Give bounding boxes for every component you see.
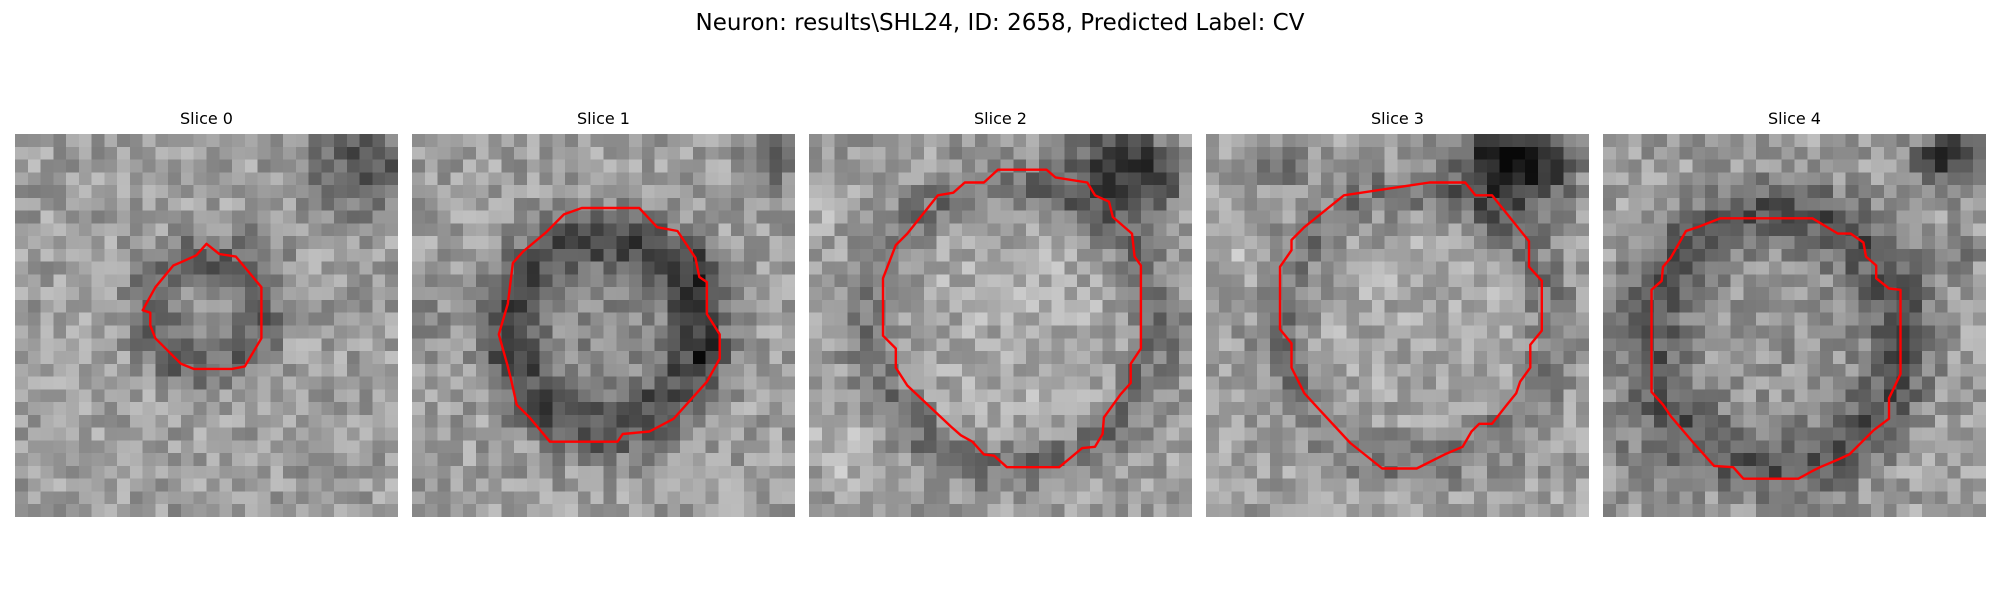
- figure-title: Neuron: results\SHL24, ID: 2658, Predict…: [695, 10, 1305, 36]
- slice-image: [1603, 134, 1986, 517]
- micrograph-pixels: [1206, 134, 1589, 517]
- slice-image: [1206, 134, 1589, 517]
- slice-panel-2: Slice 2: [809, 108, 1192, 524]
- slice-title: Slice 1: [577, 109, 630, 128]
- slice-panel-0: Slice 0: [15, 108, 398, 524]
- segmentation-contour: [141, 242, 263, 371]
- slice-title: Slice 0: [180, 109, 233, 128]
- micrograph-pixels: [1603, 134, 1986, 517]
- segmentation-contour: [1278, 181, 1543, 470]
- slice-image: [809, 134, 1192, 517]
- slice-title: Slice 3: [1371, 109, 1424, 128]
- segmentation-contour: [497, 206, 721, 443]
- slice-title: Slice 2: [974, 109, 1027, 128]
- segmentation-contour: [881, 168, 1143, 469]
- slice-panel-3: Slice 3: [1206, 108, 1589, 524]
- slice-image: [15, 134, 398, 517]
- micrograph-pixels: [412, 134, 795, 517]
- segmentation-contour: [1650, 217, 1902, 480]
- micrograph-pixels: [809, 134, 1192, 517]
- slice-panel-4: Slice 4: [1603, 108, 1986, 524]
- slice-panel-1: Slice 1: [412, 108, 795, 524]
- slice-title: Slice 4: [1768, 109, 1821, 128]
- micrograph-pixels: [15, 134, 398, 517]
- slice-image: [412, 134, 795, 517]
